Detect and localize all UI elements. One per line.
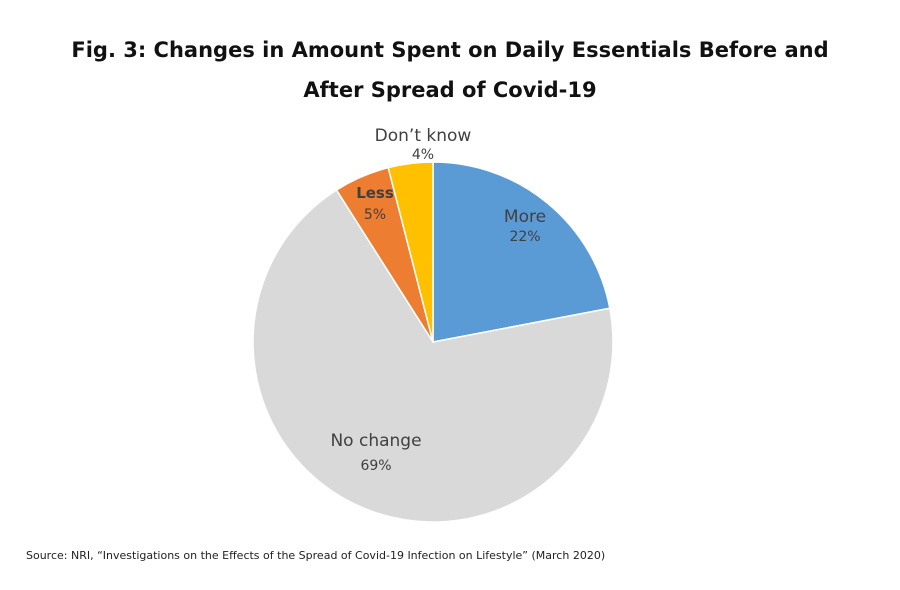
slice-label: Don’t know bbox=[375, 126, 472, 146]
slice-value-label: 69% bbox=[360, 458, 391, 474]
pie-slice-no-change bbox=[252, 189, 614, 523]
slice-label: No change bbox=[330, 431, 421, 451]
pie-slice-more bbox=[432, 161, 611, 343]
chart-title: Fig. 3: Changes in Amount Spent on Daily… bbox=[0, 30, 900, 110]
source-note: Source: NRI, “Investigations on the Effe… bbox=[26, 549, 606, 562]
pie-slice-don-t-know bbox=[387, 161, 434, 343]
slice-label: Less bbox=[356, 184, 394, 202]
slice-value-label: 4% bbox=[412, 147, 434, 163]
pie-slices bbox=[252, 161, 614, 523]
chart-title-line-1: Fig. 3: Changes in Amount Spent on Daily… bbox=[71, 38, 829, 62]
slice-label: More bbox=[504, 207, 546, 227]
slice-value-label: 5% bbox=[364, 207, 386, 223]
chart-title-line-2: After Spread of Covid-19 bbox=[303, 78, 597, 102]
slice-value-label: 22% bbox=[509, 229, 540, 245]
